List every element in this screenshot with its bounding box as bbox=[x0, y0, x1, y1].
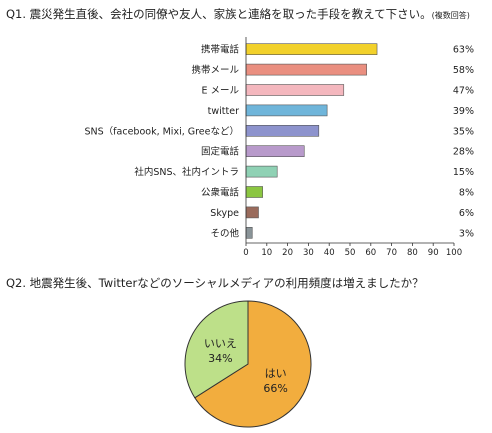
value-label: 15% bbox=[453, 167, 474, 178]
category-label: 固定電話 bbox=[201, 146, 240, 158]
category-label: E メール bbox=[201, 86, 239, 97]
bar bbox=[245, 84, 345, 96]
bar bbox=[245, 165, 278, 178]
category-label: twitter bbox=[208, 106, 239, 117]
bar bbox=[245, 206, 259, 219]
category-label: 社内SNS、社内イントラ bbox=[134, 166, 239, 178]
value-label: 47% bbox=[453, 86, 474, 97]
value-label: 63% bbox=[453, 45, 474, 56]
x-tick-label: 50 bbox=[345, 248, 356, 258]
q2-title: Q2. 地震発生後、Twitterなどのソーシャルメディアの利用頻度は増えました… bbox=[6, 276, 424, 290]
value-label: 3% bbox=[459, 228, 474, 239]
value-label: 58% bbox=[453, 65, 474, 76]
value-label: 6% bbox=[459, 208, 474, 219]
x-tick-label: 40 bbox=[324, 248, 335, 258]
bar bbox=[245, 43, 378, 56]
pie-category-label: はい bbox=[265, 367, 287, 380]
x-tick-label: 20 bbox=[282, 248, 293, 258]
category-label: その他 bbox=[210, 227, 239, 239]
q1-title: Q1. 震災発生直後、会社の同僚や友人、家族と連絡を取った手段を教えて下さい。(… bbox=[6, 7, 470, 21]
x-tick-label: 0 bbox=[243, 248, 248, 258]
x-tick-label: 90 bbox=[428, 248, 439, 258]
x-tick-label: 70 bbox=[386, 248, 397, 258]
bar bbox=[245, 227, 253, 239]
value-label: 28% bbox=[453, 147, 474, 158]
bar bbox=[245, 125, 320, 137]
pie-chart: はい 66% いいえ 34% bbox=[184, 300, 312, 428]
x-tick-label: 30 bbox=[303, 248, 314, 258]
x-tick-label: 80 bbox=[407, 248, 418, 258]
bar bbox=[245, 186, 263, 198]
value-label: 35% bbox=[453, 126, 474, 137]
x-tick-label: 100 bbox=[446, 248, 462, 258]
category-label: 携帯メール bbox=[191, 64, 239, 76]
bars bbox=[245, 43, 378, 239]
x-axis: 0 10 20 30 40 50 60 70 80 90 100 bbox=[243, 37, 462, 258]
category-label: SNS（facebook, Mixi, Greeなど） bbox=[85, 125, 239, 137]
value-labels: 63% 58% 47% 39% 35% 28% 15% 8% 6% 3% bbox=[453, 45, 474, 240]
bar bbox=[245, 63, 367, 76]
category-label: Skype bbox=[210, 208, 239, 219]
pie-slice bbox=[184, 300, 249, 399]
bar bbox=[245, 145, 305, 157]
pie-value-label: 66% bbox=[263, 382, 287, 395]
category-label: 公衆電話 bbox=[201, 187, 240, 199]
bar bbox=[245, 104, 328, 117]
x-tick-label: 10 bbox=[261, 248, 272, 258]
x-tick-label: 60 bbox=[365, 248, 376, 258]
value-label: 39% bbox=[453, 106, 474, 117]
pie-category-label: いいえ bbox=[204, 337, 237, 350]
pie-slice bbox=[194, 300, 312, 428]
value-label: 8% bbox=[459, 188, 474, 199]
category-label: 携帯電話 bbox=[201, 44, 240, 56]
pie-value-label: 34% bbox=[208, 352, 232, 365]
